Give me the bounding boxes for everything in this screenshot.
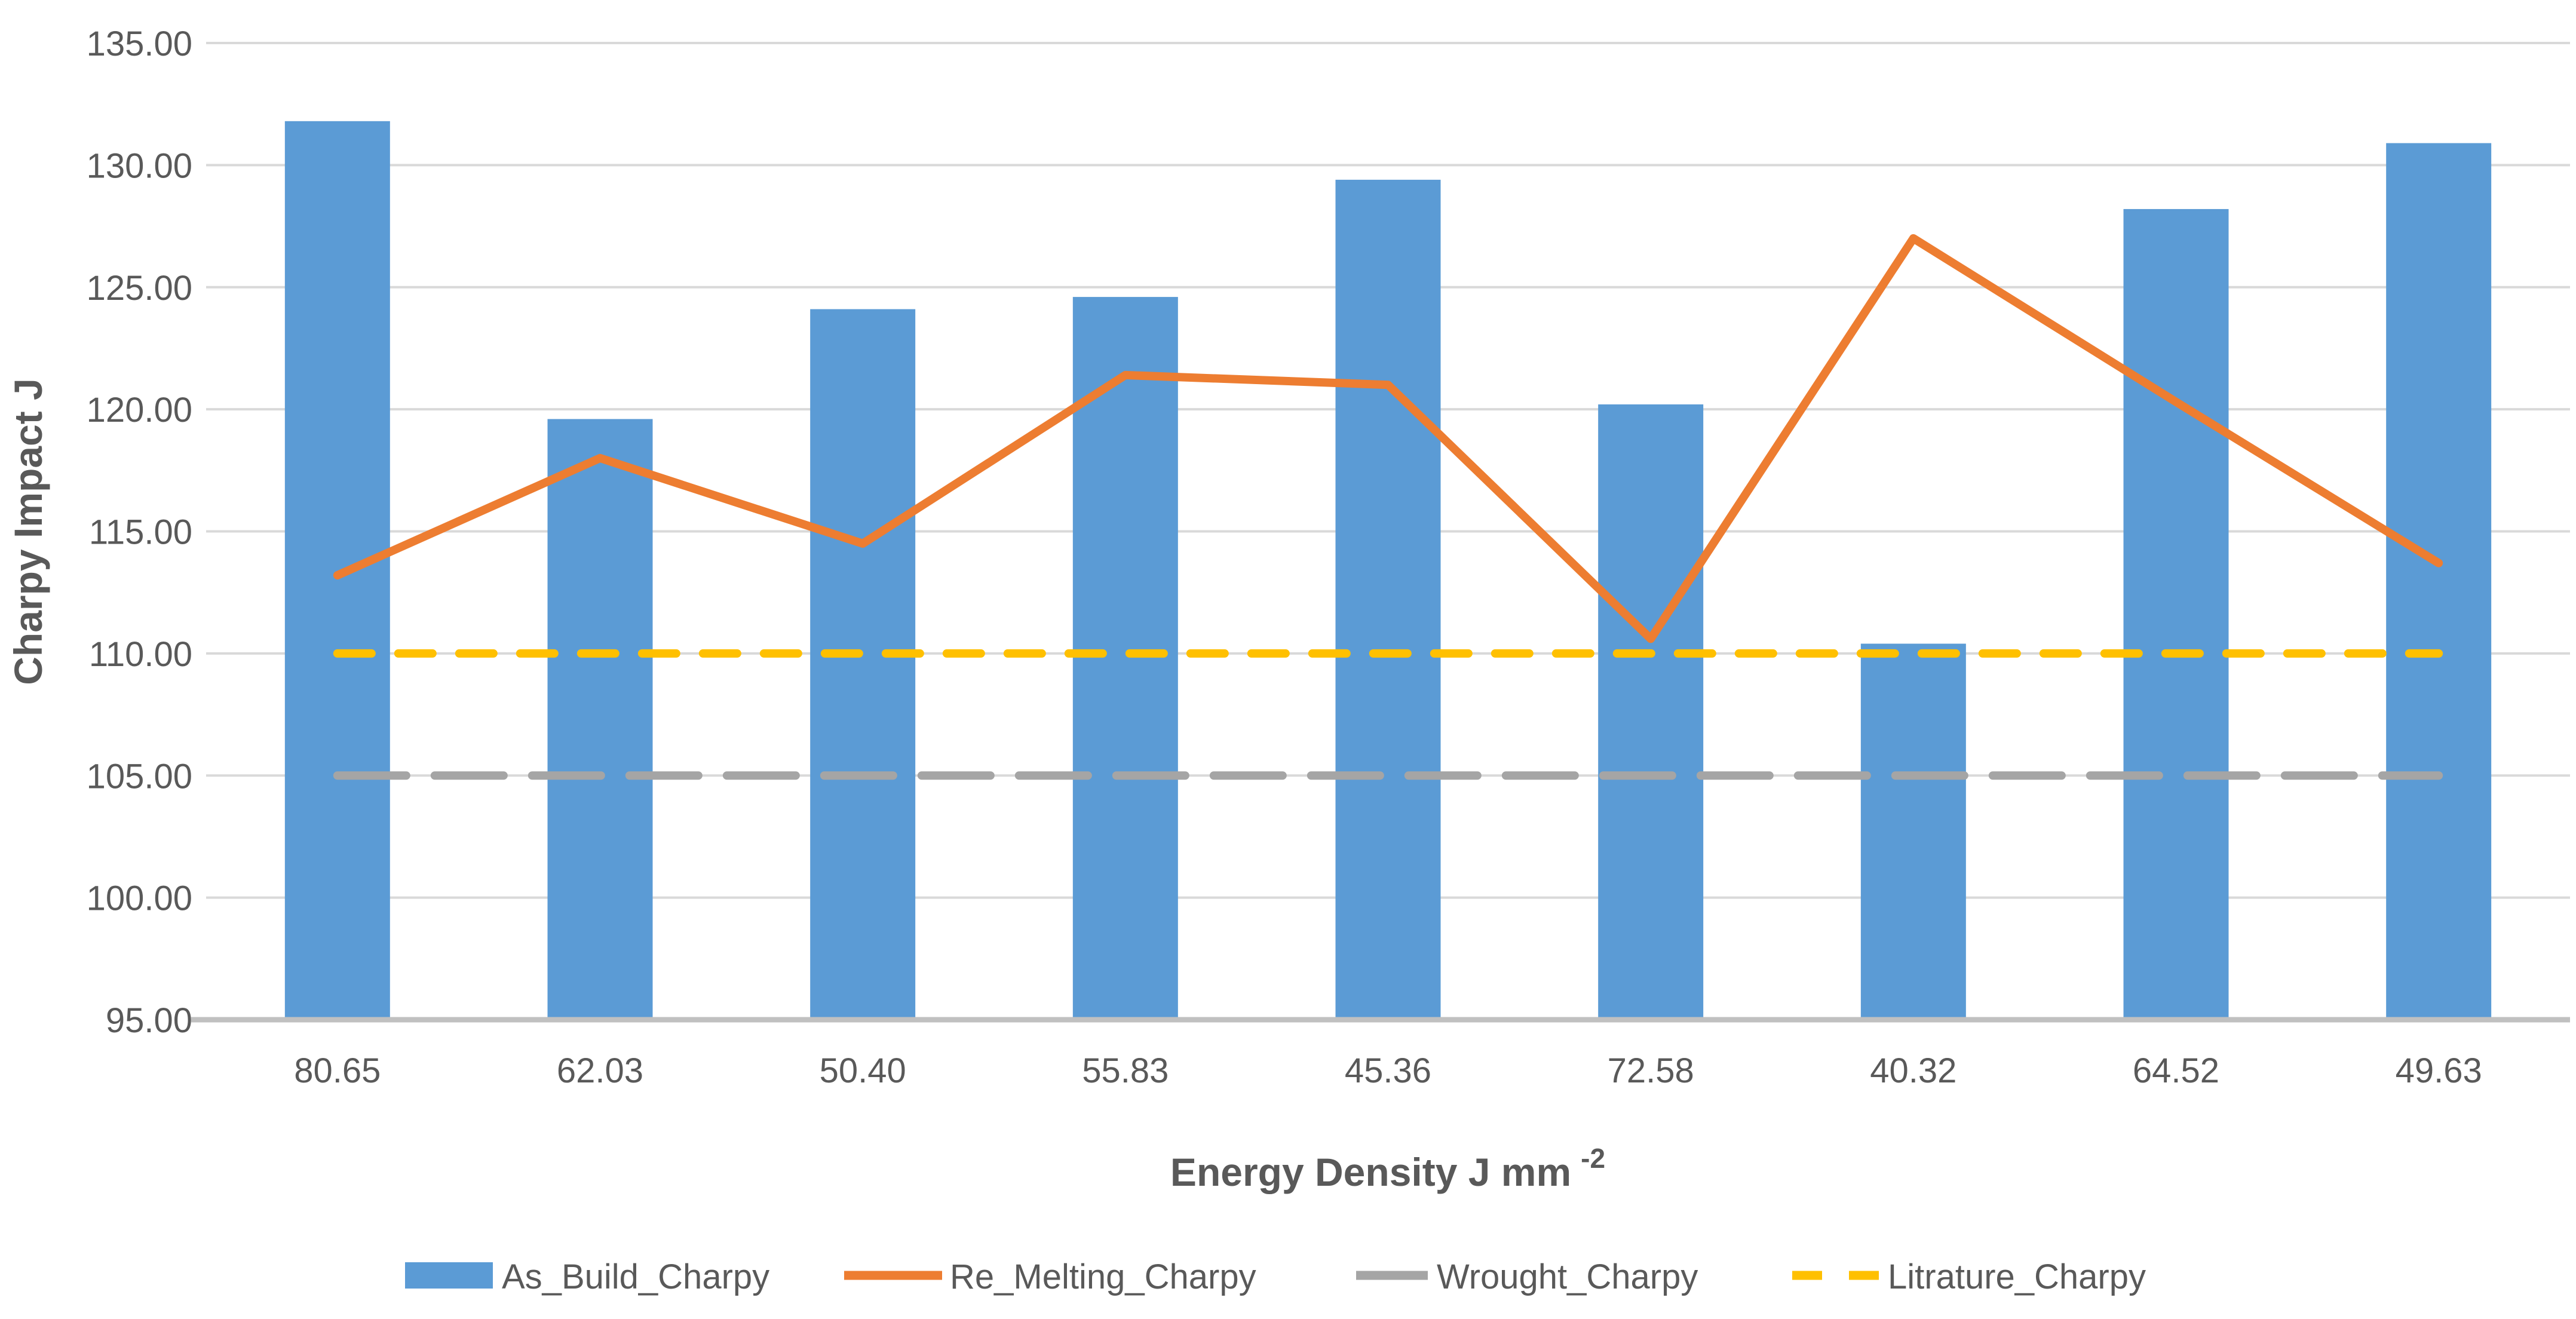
bar-series-as-build-charpy [284, 121, 2492, 1020]
legend-item-wrought_charpy: Wrought_Charpy [1356, 1257, 1698, 1296]
y-tick-label: 125.00 [87, 269, 192, 308]
x-axis-title-main: Energy Density J mm [1170, 1150, 1571, 1194]
x-axis-title-superscript: -2 [1581, 1143, 1605, 1174]
y-axis-title: Charpy Impact J [6, 378, 50, 685]
line-series-group [333, 234, 2443, 780]
legend-item-litrature_charpy: Litrature_Charpy [1792, 1257, 2146, 1296]
y-tick-label: 95.00 [106, 1001, 192, 1040]
legend-label: Litrature_Charpy [1888, 1257, 2146, 1296]
series-line-re_melting_charpy [333, 234, 2443, 643]
bar [810, 309, 916, 1020]
bar [1335, 179, 1441, 1020]
y-tick-label: 100.00 [87, 879, 192, 918]
x-tick-label: 40.32 [1870, 1051, 1956, 1090]
bar [284, 121, 390, 1020]
legend: As_Build_Charpy Re_Melting_Charpy Wrought_… [405, 1257, 2146, 1296]
y-tick-label: 120.00 [87, 391, 192, 430]
legend-label: Wrought_Charpy [1437, 1257, 1698, 1296]
x-tick-label: 50.40 [820, 1051, 906, 1090]
y-tick-label: 130.00 [87, 146, 192, 185]
bar [547, 419, 653, 1020]
x-axis-title: Energy Density J mm -2 [1170, 1143, 1605, 1194]
x-tick-label: 62.03 [557, 1051, 643, 1090]
bar [1072, 297, 1178, 1020]
legend-marker-bar [405, 1262, 493, 1289]
y-axis-tick-labels: 135.00 130.00 125.00 120.00 115.00 110.00 105.… [87, 24, 192, 1040]
legend-item-re_melting_charpy: Re_Melting_Charpy [844, 1257, 1256, 1296]
y-tick-label: 105.00 [87, 757, 192, 796]
bar [1598, 404, 1704, 1020]
bar [1860, 643, 1966, 1020]
x-tick-label: 64.52 [2133, 1051, 2219, 1090]
legend-label: Re_Melting_Charpy [950, 1257, 1256, 1296]
x-tick-label: 72.58 [1608, 1051, 1694, 1090]
y-tick-label: 110.00 [89, 635, 192, 674]
x-tick-label: 80.65 [294, 1051, 381, 1090]
x-axis-tick-labels: 80.65 62.03 50.40 55.83 45.36 72.58 40.32 64.52… [294, 1051, 2482, 1090]
legend-item-as_build_charpy: As_Build_Charpy [405, 1257, 769, 1296]
bar [2386, 143, 2492, 1020]
legend-label: As_Build_Charpy [502, 1257, 769, 1296]
x-tick-label: 55.83 [1082, 1051, 1169, 1090]
y-tick-label: 115.00 [89, 513, 192, 552]
x-tick-label: 45.36 [1345, 1051, 1431, 1090]
x-tick-label: 49.63 [2396, 1051, 2482, 1090]
y-tick-label: 135.00 [87, 24, 192, 63]
bar [2123, 208, 2229, 1020]
